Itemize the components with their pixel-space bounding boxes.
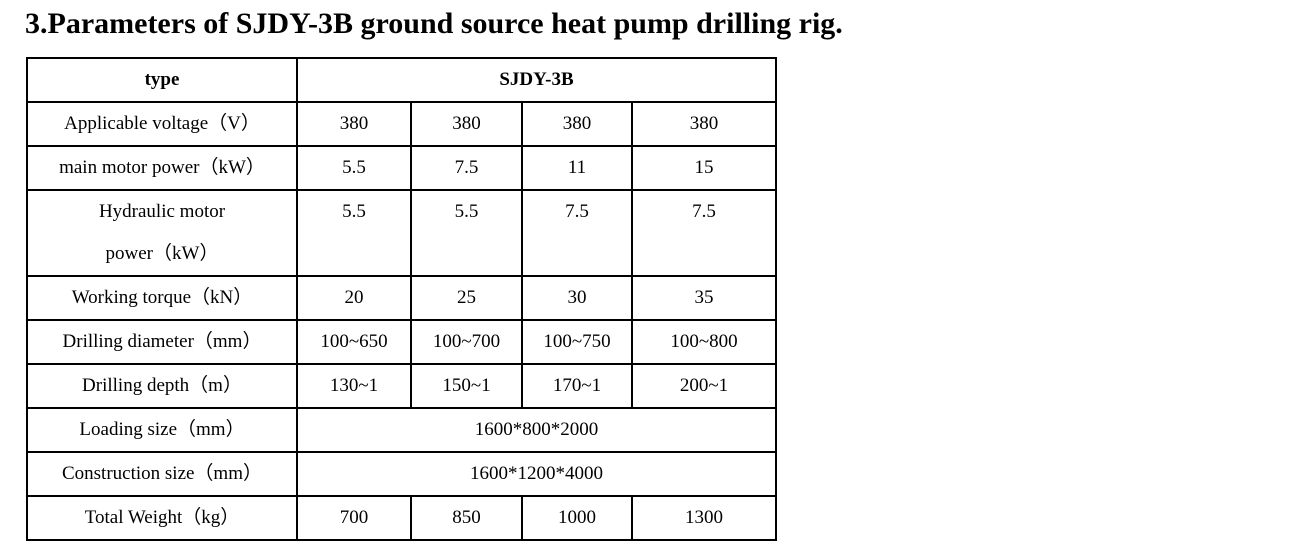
page-title: 3.Parameters of SJDY-3B ground source he… bbox=[25, 7, 843, 40]
header-cell: type bbox=[26, 57, 298, 103]
value-cell: 100~800 bbox=[631, 319, 777, 365]
value-cell: 380 bbox=[296, 101, 412, 147]
table-row: Construction size（mm） 1600*1200*4000 bbox=[26, 451, 777, 497]
value-cell: 30 bbox=[521, 275, 633, 321]
header-cell: SJDY-3B bbox=[296, 57, 777, 103]
value-cell: 700 bbox=[296, 495, 412, 541]
value-cell: 20 bbox=[296, 275, 412, 321]
table-row: Total Weight（kg） 700 850 1000 1300 bbox=[26, 495, 777, 541]
value-cell: 25 bbox=[410, 275, 523, 321]
table-row: main motor power（kW） 5.5 7.5 11 15 bbox=[26, 145, 777, 191]
value-cell: 7.5 bbox=[410, 145, 523, 191]
row-label: Construction size（mm） bbox=[26, 451, 298, 497]
row-label: Hydraulic motor power（kW） bbox=[26, 189, 298, 277]
value-cell: 380 bbox=[521, 101, 633, 147]
value-cell: 1000 bbox=[521, 495, 633, 541]
value-cell: 100~750 bbox=[521, 319, 633, 365]
value-cell: 850 bbox=[410, 495, 523, 541]
row-label: Drilling depth（m） bbox=[26, 363, 298, 409]
value-cell: 150~1 bbox=[410, 363, 523, 409]
value-cell: 5.5 bbox=[296, 189, 412, 277]
row-label: main motor power（kW） bbox=[26, 145, 298, 191]
label-line: Hydraulic motor bbox=[98, 201, 226, 222]
value-cell: 130~1 bbox=[296, 363, 412, 409]
value-cell: 380 bbox=[410, 101, 523, 147]
value-cell: 200~1 bbox=[631, 363, 777, 409]
table-row: Loading size（mm） 1600*800*2000 bbox=[26, 407, 777, 453]
value-cell: 100~650 bbox=[296, 319, 412, 365]
row-label: Working torque（kN） bbox=[26, 275, 298, 321]
value-cell: 35 bbox=[631, 275, 777, 321]
row-label: Total Weight（kg） bbox=[26, 495, 298, 541]
value-cell: 7.5 bbox=[521, 189, 633, 277]
table-row: Drilling depth（m） 130~1 150~1 170~1 200~1 bbox=[26, 363, 777, 409]
value-cell: 170~1 bbox=[521, 363, 633, 409]
value-cell: 5.5 bbox=[296, 145, 412, 191]
value-cell: 380 bbox=[631, 101, 777, 147]
spec-table: type SJDY-3B Applicable voltage（V） 380 380 38… bbox=[26, 57, 777, 541]
value-cell: 7.5 bbox=[631, 189, 777, 277]
value-cell: 15 bbox=[631, 145, 777, 191]
value-cell: 1600*800*2000 bbox=[296, 407, 777, 453]
row-label: Loading size（mm） bbox=[26, 407, 298, 453]
value-cell: 11 bbox=[521, 145, 633, 191]
row-label: Drilling diameter（mm） bbox=[26, 319, 298, 365]
value-cell: 5.5 bbox=[410, 189, 523, 277]
header-row: type SJDY-3B bbox=[26, 57, 777, 103]
row-label: Applicable voltage（V） bbox=[26, 101, 298, 147]
table-row: Applicable voltage（V） 380 380 380 380 bbox=[26, 101, 777, 147]
label-line: power（kW） bbox=[105, 243, 219, 264]
value-cell: 100~700 bbox=[410, 319, 523, 365]
value-cell: 1600*1200*4000 bbox=[296, 451, 777, 497]
value-cell: 1300 bbox=[631, 495, 777, 541]
table-row: Hydraulic motor power（kW） 5.5 5.5 7.5 7.5 bbox=[26, 189, 777, 277]
table-row: Working torque（kN） 20 25 30 35 bbox=[26, 275, 777, 321]
table-row: Drilling diameter（mm） 100~650 100~700 100~7… bbox=[26, 319, 777, 365]
